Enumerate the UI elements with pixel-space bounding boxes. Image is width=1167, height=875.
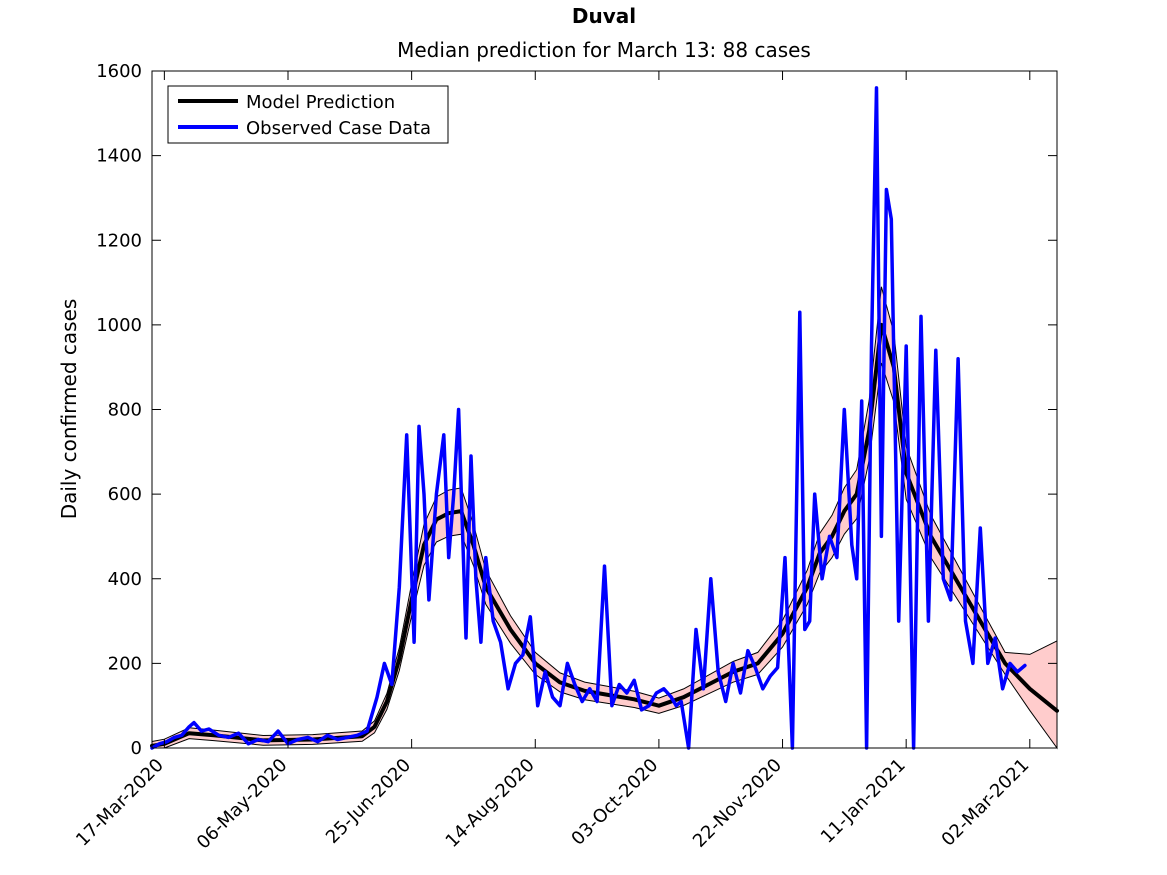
y-tick-label: 800: [108, 400, 142, 421]
x-tick-label: 17-Mar-2020: [72, 755, 168, 851]
x-tick-label: 11-Jan-2021: [817, 755, 910, 848]
x-tick-label: 06-May-2020: [193, 755, 292, 854]
y-tick-label: 1600: [96, 61, 142, 82]
plot-area: [150, 71, 1059, 750]
y-axis-label: Daily confirmed cases: [57, 299, 81, 520]
legend-label-model-prediction: Model Prediction: [246, 92, 395, 113]
y-tick-label: 1200: [96, 230, 142, 251]
y-tick-label: 1000: [96, 315, 142, 336]
series-line-observed-case-data: [150, 86, 1027, 750]
chart-subtitle: Median prediction for March 13: 88 cases: [397, 38, 811, 62]
y-tick-label: 0: [131, 738, 142, 759]
chart-title: Duval: [572, 4, 636, 28]
x-tick-label: 03-Oct-2020: [567, 755, 662, 850]
x-tick-label: 02-Mar-2021: [938, 755, 1034, 851]
x-tick-label: 25-Jun-2020: [322, 755, 415, 848]
series-line-model-prediction: [150, 322, 1059, 748]
legend-box: [167, 85, 449, 144]
y-tick-label: 400: [108, 569, 142, 590]
y-tick-label: 1400: [96, 146, 142, 167]
x-tick-label: 14-Aug-2020: [442, 755, 539, 852]
plot-background: [152, 71, 1057, 748]
legend-label-observed-case-data: Observed Case Data: [246, 118, 431, 139]
y-tick-label: 200: [108, 653, 142, 674]
legend: Model Prediction Observed Case Data: [167, 85, 449, 144]
x-tick-label: 22-Nov-2020: [689, 755, 786, 852]
y-tick-label: 600: [108, 484, 142, 505]
